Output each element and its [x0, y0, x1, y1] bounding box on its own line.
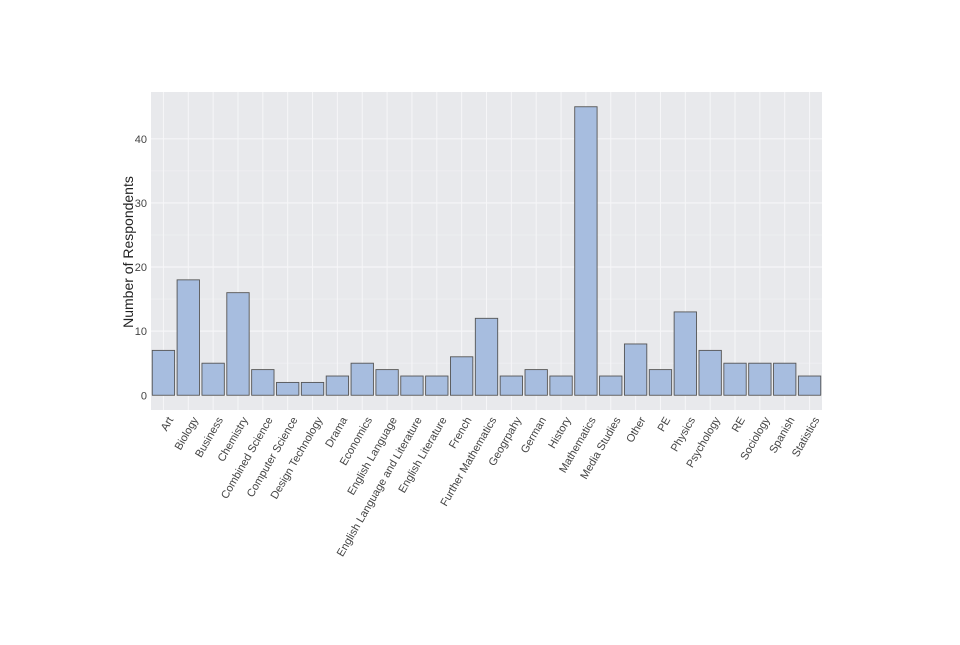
x-tick-label: Other: [624, 415, 648, 445]
bar: [549, 375, 573, 396]
bar: [151, 349, 176, 396]
bar: [400, 375, 424, 396]
bar: [499, 375, 523, 396]
bar: [574, 106, 598, 396]
bar: [201, 362, 225, 396]
y-tick-label: 20: [135, 262, 147, 274]
bar: [723, 362, 747, 396]
x-tick-label: Art: [159, 415, 176, 433]
bar: [698, 349, 722, 396]
bar: [276, 381, 300, 396]
bar: [176, 279, 200, 396]
bar: [524, 369, 548, 396]
x-tick-label: PE: [656, 415, 674, 434]
bar: [226, 292, 250, 396]
x-tick-label: Drama: [323, 414, 350, 449]
bar: [648, 369, 673, 396]
bar: [797, 375, 822, 396]
y-tick-label: 0: [141, 390, 147, 402]
bar: [251, 369, 275, 396]
bar: [300, 381, 325, 396]
bar: [599, 375, 623, 396]
bar: [450, 356, 474, 396]
y-tick-label: 40: [135, 134, 147, 146]
bar: [425, 375, 449, 396]
y-axis-label: Number of Respondents: [120, 176, 136, 328]
x-tick-label: RE: [730, 415, 748, 434]
bar: [748, 362, 772, 396]
bar: [350, 362, 374, 396]
y-tick-label: 10: [135, 326, 147, 338]
bar: [623, 343, 648, 396]
bar: [375, 369, 399, 396]
bars: [151, 106, 822, 396]
bar: [773, 362, 797, 396]
bar: [474, 317, 499, 396]
y-axis-ticks: 0 10 20 30 40: [135, 134, 147, 402]
y-tick-label: 30: [135, 198, 147, 210]
bar: [325, 375, 350, 396]
bar: [673, 311, 697, 396]
